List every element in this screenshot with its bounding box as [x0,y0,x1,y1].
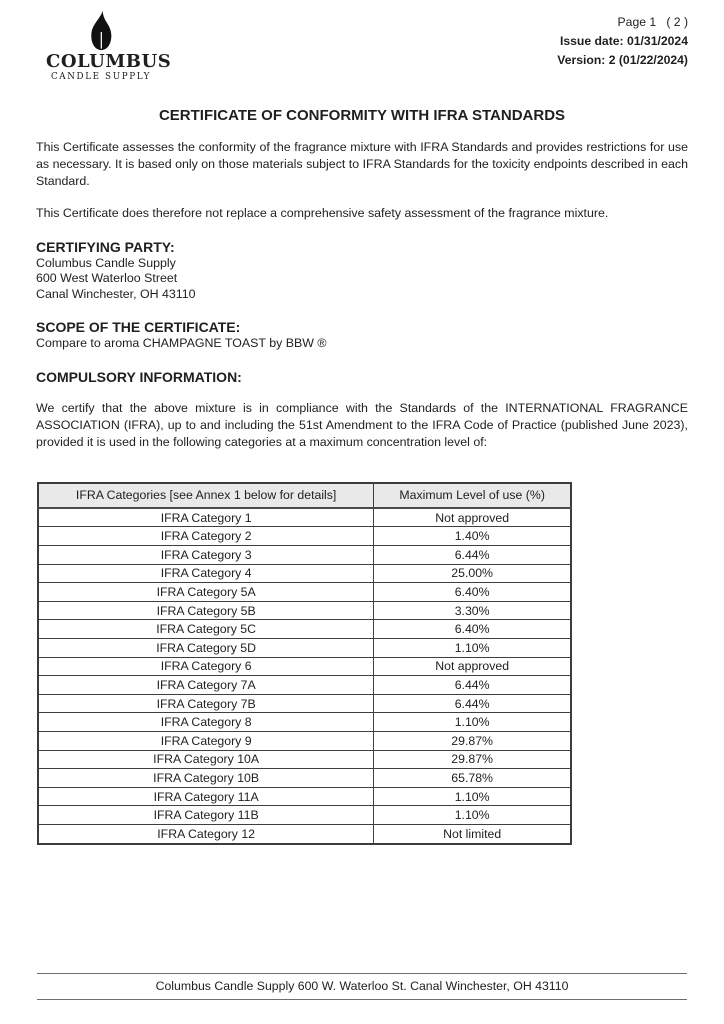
compulsory-heading: COMPULSORY INFORMATION: [36,368,242,385]
max-level-cell: 29.87% [373,731,572,751]
max-level-cell: 1.10% [373,712,572,732]
max-level-cell: 6.44% [373,693,572,714]
table-row: IFRA Category 7A 6.44% [37,675,572,695]
max-level-cell: Not approved [373,656,572,677]
max-level-cell: 1.10% [373,786,572,807]
category-cell: IFRA Category 5B [37,600,375,621]
max-level-cell: 6.44% [373,675,572,695]
max-level-cell: Not approved [373,507,572,528]
page-number-label: Page 1 ( 2 ) [617,15,688,29]
category-cell: IFRA Category 10B [37,768,375,788]
page-header: COLUMBUS CANDLE SUPPLY Page 1 ( 2 ) Issu… [36,10,688,83]
certifying-party-city: Canal Winchester, OH 43110 [36,286,196,301]
table-row: IFRA Category 12 Not limited [37,823,572,845]
footer-address: Columbus Candle Supply 600 W. Waterloo S… [155,979,569,993]
max-level-cell: Not limited [373,823,572,845]
table-row: IFRA Category 11A 1.10% [37,786,572,807]
category-cell: IFRA Category 10A [37,749,375,770]
company-logo: COLUMBUS CANDLE SUPPLY [46,10,172,83]
table-row: IFRA Category 1 Not approved [37,507,572,528]
category-cell: IFRA Category 8 [37,712,375,732]
category-cell: IFRA Category 11B [37,805,375,825]
table-row: IFRA Category 5D 1.10% [37,638,572,658]
category-cell: IFRA Category 7A [37,675,375,695]
table-row: IFRA Category 8 1.10% [37,712,572,732]
table-header-max-level: Maximum Level of use (%) [373,482,572,509]
table-row: IFRA Category 9 29.87% [37,731,572,751]
document-meta: Page 1 ( 2 ) Issue date: 01/31/2024 Vers… [557,10,688,70]
max-level-cell: 29.87% [373,749,572,770]
table-row: IFRA Category 6 Not approved [37,656,572,677]
table-row: IFRA Category 11B 1.10% [37,805,572,825]
category-cell: IFRA Category 7B [37,693,375,714]
flame-icon [90,10,112,51]
table-row: IFRA Category 3 6.44% [37,545,572,565]
issue-date-label: Issue date: 01/31/2024 [559,34,688,48]
max-level-cell: 3.30% [373,600,572,621]
category-cell: IFRA Category 5D [37,638,375,658]
table-body: IFRA Category 1 Not approved IFRA Catego… [37,507,572,845]
max-level-cell: 1.40% [373,526,572,547]
table-header-categories: IFRA Categories [see Annex 1 below for d… [37,482,375,509]
ifra-categories-table: IFRA Categories [see Annex 1 below for d… [37,481,572,845]
category-cell: IFRA Category 5A [37,582,375,602]
category-cell: IFRA Category 6 [37,656,375,677]
logo-company-subtitle: CANDLE SUPPLY [50,71,152,82]
max-level-cell: 6.44% [373,545,572,565]
max-level-cell: 65.78% [373,768,572,788]
category-cell: IFRA Category 2 [37,526,375,547]
table-header-row: IFRA Categories [see Annex 1 below for d… [37,482,572,509]
table-row: IFRA Category 5C 6.40% [37,619,572,640]
table-row: IFRA Category 5A 6.40% [37,582,572,602]
max-level-cell: 1.10% [373,805,572,825]
scope-heading: SCOPE OF THE CERTIFICATE: [36,319,241,336]
scope-text: Compare to aroma CHAMPAGNE TOAST by BBW … [36,336,327,351]
category-cell: IFRA Category 12 [37,823,375,845]
max-level-cell: 6.40% [373,582,572,602]
logo-company-name: COLUMBUS [46,51,172,72]
page-footer: Columbus Candle Supply 600 W. Waterloo S… [37,973,687,1000]
category-cell: IFRA Category 3 [37,545,375,565]
max-level-cell: 1.10% [373,638,572,658]
table-row: IFRA Category 5B 3.30% [37,600,572,621]
category-cell: IFRA Category 5C [37,619,375,640]
certifying-party-name: Columbus Candle Supply [36,255,176,270]
certifying-party-heading: CERTIFYING PARTY: [36,238,175,255]
max-level-cell: 25.00% [373,563,572,584]
table-row: IFRA Category 4 25.00% [37,563,572,584]
table-row: IFRA Category 10B 65.78% [37,768,572,788]
category-cell: IFRA Category 9 [37,731,375,751]
document-title: CERTIFICATE OF CONFORMITY WITH IFRA STAN… [158,106,566,124]
intro-paragraph-1: This Certificate assesses the conformity… [36,139,688,188]
max-level-cell: 6.40% [373,619,572,640]
category-cell: IFRA Category 1 [37,507,375,528]
intro-paragraph-2: This Certificate does therefore not repl… [36,205,609,220]
category-cell: IFRA Category 11A [37,786,375,807]
table-row: IFRA Category 7B 6.44% [37,693,572,714]
category-cell: IFRA Category 4 [37,563,375,584]
table-row: IFRA Category 10A 29.87% [37,749,572,770]
certifying-party-street: 600 West Waterloo Street [36,271,178,286]
compulsory-paragraph: We certify that the above mixture is in … [36,400,688,449]
table-head: IFRA Categories [see Annex 1 below for d… [37,482,572,509]
table-row: IFRA Category 2 1.40% [37,526,572,547]
version-label: Version: 2 (01/22/2024) [557,53,688,67]
